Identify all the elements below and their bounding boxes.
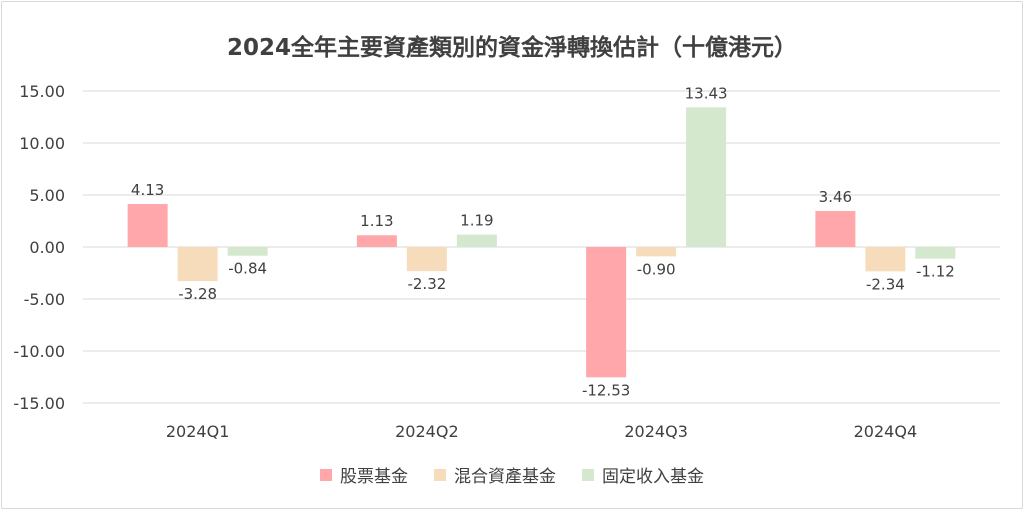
legend-swatch-equity [320, 468, 332, 481]
legend-swatch-fixed-income [582, 468, 594, 481]
data-label: -0.90 [637, 260, 676, 278]
y-tick-label: -15.00 [13, 394, 65, 413]
legend-label-fixed-income: 固定收入基金 [602, 467, 704, 487]
data-label: -2.32 [407, 275, 446, 293]
legend-swatch-mixed [434, 468, 446, 481]
data-label: -12.53 [582, 381, 630, 399]
bar [915, 247, 956, 259]
x-tick-label: 2024Q2 [395, 422, 459, 441]
data-label: 4.13 [131, 181, 164, 199]
data-label: 13.43 [685, 84, 728, 102]
chart-title: 2024全年主要資產類別的資金淨轉換估計（十億港元） [226, 35, 797, 61]
data-label: -2.34 [866, 275, 905, 293]
bar [127, 204, 168, 247]
bar [586, 247, 627, 378]
bar [406, 247, 447, 272]
y-tick-label: -10.00 [13, 342, 65, 361]
data-label: -1.12 [916, 263, 955, 281]
legend-item-mixed: 混合資產基金 [434, 462, 556, 487]
data-label: 3.46 [819, 188, 852, 206]
data-label: 1.13 [360, 212, 393, 230]
data-label: -0.84 [228, 260, 267, 278]
data-label: 1.19 [460, 212, 493, 230]
y-tick-label: 0.00 [29, 238, 65, 257]
y-tick-label: 15.00 [19, 82, 65, 101]
y-tick-label: 5.00 [29, 186, 65, 205]
bar [636, 247, 677, 257]
bar [356, 235, 397, 247]
legend-label-mixed: 混合資產基金 [454, 467, 556, 487]
legend-item-equity: 股票基金 [320, 462, 408, 487]
bar [456, 234, 497, 247]
x-tick-label: 2024Q4 [854, 422, 918, 441]
chart-legend: 股票基金 混合資產基金 固定收入基金 [0, 462, 1024, 487]
y-tick-label: 10.00 [19, 134, 65, 153]
bar [686, 107, 727, 247]
bar [815, 211, 856, 247]
x-tick-label: 2024Q3 [624, 422, 688, 441]
bar [227, 247, 268, 256]
bar [865, 247, 906, 272]
x-tick-label: 2024Q1 [166, 422, 230, 441]
y-tick-label: -5.00 [24, 290, 65, 309]
legend-item-fixed-income: 固定收入基金 [582, 462, 704, 487]
bar [177, 247, 218, 282]
legend-label-equity: 股票基金 [340, 467, 408, 487]
data-label: -3.28 [178, 285, 217, 303]
